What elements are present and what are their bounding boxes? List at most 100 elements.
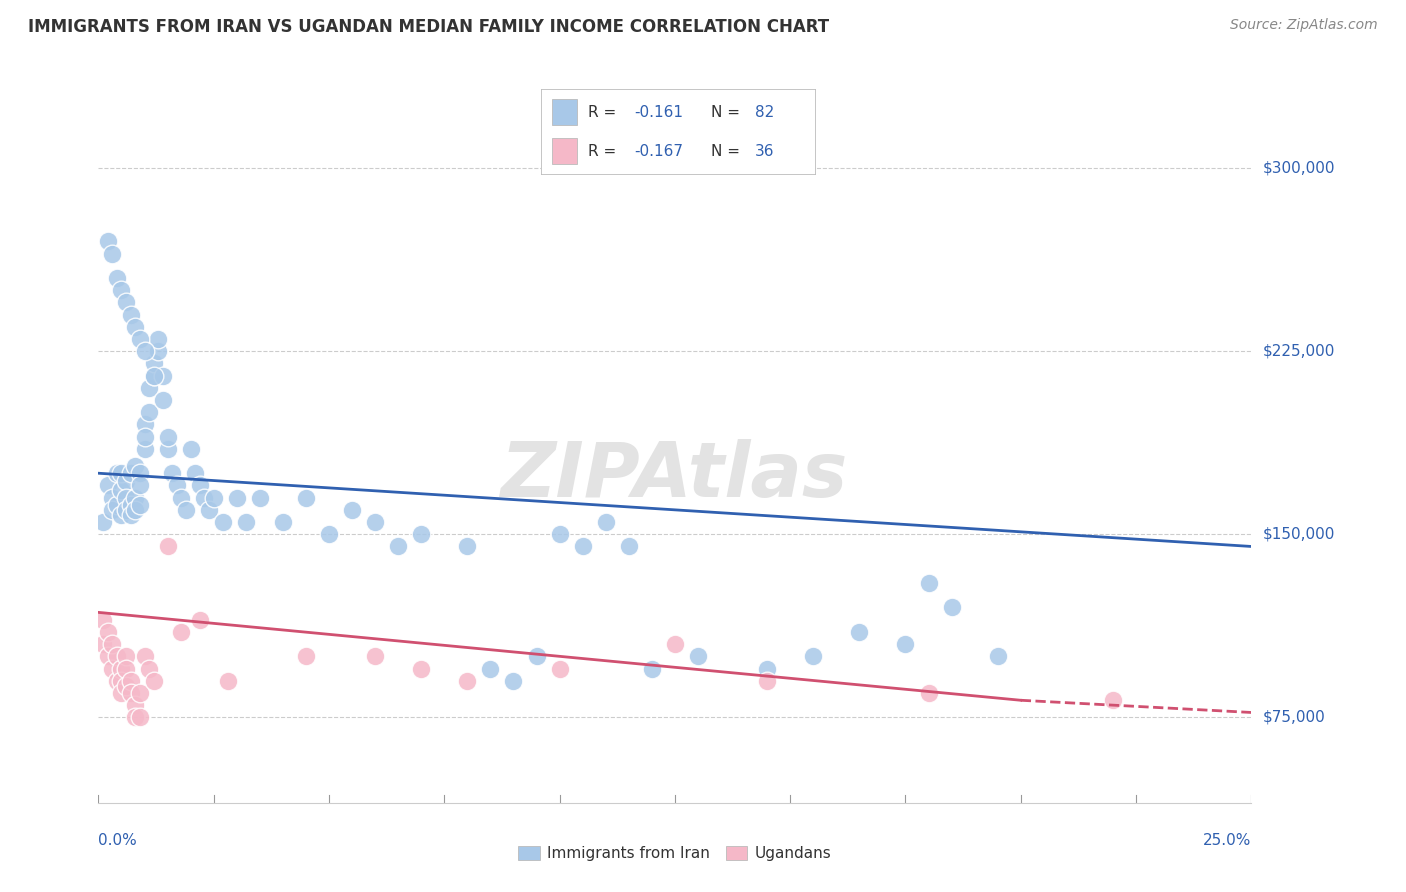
Point <box>235 515 257 529</box>
Point <box>170 624 193 639</box>
Point <box>115 503 138 517</box>
Text: 0.0%: 0.0% <box>98 833 138 848</box>
Point <box>101 503 124 517</box>
Point <box>115 491 138 505</box>
Point <box>138 661 160 675</box>
Point <box>148 332 170 346</box>
Point <box>105 467 128 481</box>
Point <box>129 478 152 492</box>
Point <box>97 649 120 664</box>
Point <box>142 368 165 383</box>
Point <box>115 295 138 310</box>
Point <box>364 649 387 664</box>
Point <box>1102 693 1125 707</box>
Point <box>91 637 114 651</box>
Point <box>249 491 271 505</box>
Point <box>686 649 709 664</box>
Point <box>115 649 138 664</box>
Legend: Immigrants from Iran, Ugandans: Immigrants from Iran, Ugandans <box>519 847 831 862</box>
Point <box>129 467 152 481</box>
Point <box>134 442 156 456</box>
Point <box>456 673 478 688</box>
Point <box>110 508 132 522</box>
Point <box>152 368 174 383</box>
Point <box>917 686 939 700</box>
Point <box>124 698 146 713</box>
Point <box>129 498 152 512</box>
Point <box>152 392 174 407</box>
Point <box>142 356 165 370</box>
Point <box>894 637 917 651</box>
Point <box>105 498 128 512</box>
Text: $225,000: $225,000 <box>1263 343 1334 359</box>
Point <box>101 246 124 260</box>
Text: N =: N = <box>711 144 745 159</box>
Point <box>124 710 146 724</box>
Point <box>115 474 138 488</box>
Point <box>166 478 188 492</box>
Point <box>120 308 142 322</box>
Text: 36: 36 <box>755 144 775 159</box>
Point <box>148 344 170 359</box>
Point <box>91 613 114 627</box>
Point <box>105 271 128 285</box>
Point <box>641 661 664 675</box>
Point <box>848 624 870 639</box>
Point <box>134 649 156 664</box>
Point <box>120 498 142 512</box>
Point <box>941 600 963 615</box>
Point <box>295 491 318 505</box>
Point <box>110 283 132 297</box>
Point <box>101 491 124 505</box>
Point <box>801 649 824 664</box>
Point <box>120 673 142 688</box>
Point <box>174 503 197 517</box>
Point <box>97 235 120 249</box>
Point <box>571 540 593 554</box>
Point <box>756 673 779 688</box>
Text: $150,000: $150,000 <box>1263 527 1334 541</box>
Point <box>129 332 152 346</box>
Point <box>110 686 132 700</box>
Point <box>188 613 211 627</box>
Point <box>97 478 120 492</box>
Point <box>134 417 156 432</box>
FancyBboxPatch shape <box>553 138 576 164</box>
Point <box>987 649 1010 664</box>
Text: 82: 82 <box>755 104 775 120</box>
Point <box>295 649 318 664</box>
Point <box>198 503 221 517</box>
Text: -0.167: -0.167 <box>634 144 683 159</box>
Point <box>124 458 146 473</box>
Point <box>411 527 433 541</box>
Point <box>411 661 433 675</box>
Point <box>340 503 363 517</box>
Point <box>217 673 239 688</box>
Point <box>271 515 294 529</box>
Point <box>160 467 183 481</box>
Point <box>129 710 152 724</box>
Point <box>156 442 179 456</box>
Point <box>456 540 478 554</box>
Point <box>502 673 524 688</box>
Point <box>115 679 138 693</box>
Point <box>115 661 138 675</box>
FancyBboxPatch shape <box>553 99 576 125</box>
Point <box>129 686 152 700</box>
Point <box>134 344 156 359</box>
Point <box>110 467 132 481</box>
Point <box>101 661 124 675</box>
Point <box>225 491 247 505</box>
Point <box>917 576 939 591</box>
Point <box>664 637 686 651</box>
Point <box>193 491 215 505</box>
Point <box>202 491 225 505</box>
Point <box>184 467 207 481</box>
Point <box>105 649 128 664</box>
Point <box>142 368 165 383</box>
Point <box>110 661 132 675</box>
Point <box>170 491 193 505</box>
Text: R =: R = <box>588 104 621 120</box>
Text: ZIPAtlas: ZIPAtlas <box>501 439 849 513</box>
Text: -0.161: -0.161 <box>634 104 683 120</box>
